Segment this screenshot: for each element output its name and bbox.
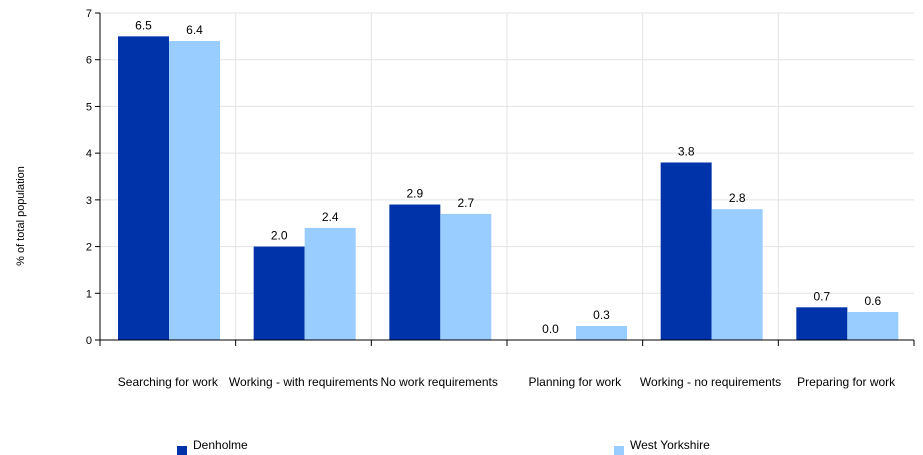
bar [847, 311, 899, 340]
x-category-label: Planning for work [528, 375, 622, 389]
bar-value-label: 6.4 [186, 23, 203, 37]
y-tick-label: 6 [86, 55, 92, 67]
legend-swatch [614, 446, 624, 455]
legend-label: West Yorkshire [630, 438, 710, 452]
bar-value-label: 2.9 [406, 187, 423, 201]
y-tick-labels: 0 1 2 3 4 5 6 7 [86, 8, 92, 347]
legend: Denholme West Yorkshire [177, 438, 710, 455]
y-tick-label: 1 [86, 288, 92, 300]
y-tick-label: 7 [86, 8, 92, 20]
bar-value-label: 0.0 [542, 322, 559, 336]
y-tick-label: 0 [86, 335, 92, 347]
bar-value-label: 3.8 [678, 144, 695, 158]
bar-value-label: 0.3 [593, 308, 610, 322]
bar [389, 204, 441, 340]
bar [304, 227, 356, 340]
grid-lines [100, 12, 914, 340]
legend-swatch [177, 446, 187, 455]
y-axis-title: % of total population [15, 166, 27, 266]
y-tick-label: 2 [86, 242, 92, 254]
bar [711, 209, 763, 340]
bar [169, 41, 220, 341]
x-category-label: Working - no requirements [640, 375, 781, 389]
x-category-labels: Searching for work Working - with require… [118, 375, 896, 389]
bar-value-label: 0.6 [864, 294, 881, 308]
bar-value-label: 6.5 [135, 18, 152, 32]
x-category-label: No work requirements [380, 375, 497, 389]
bar [440, 213, 492, 340]
bar [253, 246, 305, 340]
y-tick-label: 4 [86, 148, 92, 160]
bars [118, 36, 899, 341]
bar [660, 162, 712, 340]
bar-value-label: 2.8 [729, 191, 746, 205]
y-tick-label: 3 [86, 195, 92, 207]
bar-value-label: 2.4 [322, 210, 339, 224]
x-category-label: Searching for work [118, 375, 219, 389]
axes [95, 12, 915, 346]
y-tick-label: 5 [86, 101, 92, 113]
bar-value-label: 2.0 [271, 229, 288, 243]
bar [796, 307, 848, 340]
bar-value-labels: 6.5 6.4 2.0 2.4 2.9 2.7 0.0 0.3 3.8 2.8 0.7 0.6 [135, 18, 881, 336]
legend-label: Denholme [193, 438, 248, 452]
bar [576, 325, 627, 340]
bar-value-label: 2.7 [457, 196, 474, 210]
bar-value-label: 0.7 [813, 289, 830, 303]
x-category-label: Working - with requirements [229, 375, 378, 389]
bar [118, 36, 169, 340]
x-category-label: Preparing for work [797, 375, 896, 389]
